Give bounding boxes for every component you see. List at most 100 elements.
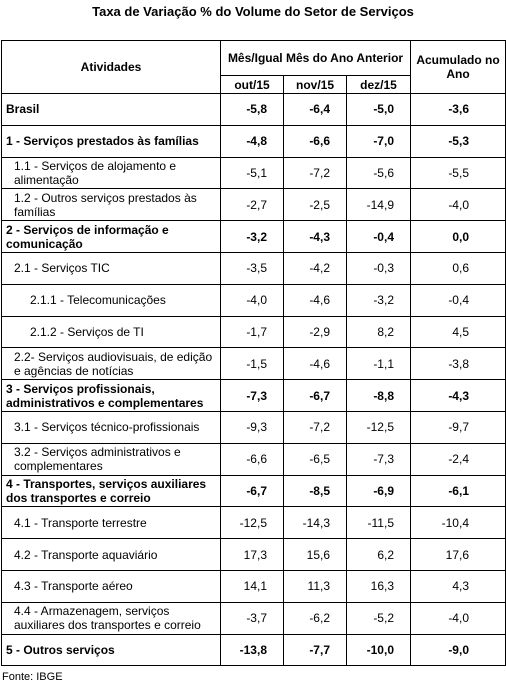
value-cell: 4,5 [410, 315, 506, 349]
table-row: 3.1 - Serviços técnico-profissionais -9,3… [1, 410, 506, 444]
value-cell: -6,7 [220, 474, 284, 508]
header-cell: Atividades [1, 40, 221, 94]
activity-cell: 1 - Serviços prestados às famílias [1, 124, 221, 158]
activity-cell: 2.1 - Serviços TIC [1, 251, 221, 285]
value-cell: -12,5 [220, 506, 284, 540]
value-cell: -9,7 [410, 410, 506, 444]
value-cell: -4,0 [410, 188, 506, 222]
table-row: 2.2- Serviços audiovisuais, de edição e … [1, 347, 506, 381]
value-cell: 0,6 [410, 251, 506, 285]
value-cell: -2,7 [220, 188, 284, 222]
value-cell: -6,5 [283, 442, 347, 476]
value-cell: -7,3 [220, 379, 284, 412]
value-cell: -6,6 [283, 124, 347, 158]
value-cell: -5,2 [346, 601, 411, 635]
value-cell: -5,5 [410, 156, 506, 190]
value-cell: -6,7 [283, 379, 347, 412]
source-note: Fonte: IBGE [2, 671, 63, 683]
activity-cell: 4.1 - Transporte terrestre [1, 506, 221, 540]
data-table: Atividades Mês/Igual Mês do Ano Anterior… [1, 40, 506, 667]
value-cell: -4,3 [283, 220, 347, 253]
table-row: 1 - Serviços prestados às famílias -4,8 -6… [1, 124, 506, 158]
activity-cell: Brasil [1, 93, 221, 126]
value-cell: -7,2 [283, 410, 347, 444]
value-cell: -6,2 [283, 601, 347, 635]
value-cell: 17,3 [220, 538, 284, 571]
table-row: 2.1 - Serviços TIC -3,5 -4,2 -0,3 0,6 [1, 251, 506, 285]
activity-cell: 4.3 - Transporte aéreo [1, 569, 221, 603]
value-cell: -14,3 [283, 506, 347, 540]
value-cell: -7,2 [283, 156, 347, 190]
value-cell: -9,3 [220, 410, 284, 444]
value-cell: -4,2 [283, 251, 347, 285]
value-cell: -8,5 [283, 474, 347, 508]
value-cell: -8,8 [346, 379, 411, 412]
table-row: 1.1 - Serviços de alojamento e alimentaç… [1, 156, 506, 190]
value-cell: -2,4 [410, 442, 506, 476]
table-row: 4.4 - Armazenagem, serviços auxiliares d… [1, 601, 506, 635]
table-row: 4.1 - Transporte terrestre -12,5 -14,3 -11,… [1, 506, 506, 540]
value-cell: -6,4 [283, 93, 347, 126]
value-cell: -9,0 [410, 633, 506, 667]
table-row: 3 - Serviços profissionais, administrati… [1, 379, 506, 412]
activity-cell: 1.1 - Serviços de alojamento e alimentaç… [1, 156, 221, 190]
activity-cell: 3.2 - Serviços administrativos e complem… [1, 442, 221, 476]
activity-cell: 4.2 - Transporte aquaviário [1, 538, 221, 571]
header-cell: dez/15 [346, 75, 411, 94]
activity-cell: 3 - Serviços profissionais, administrati… [1, 379, 221, 412]
value-cell: 14,1 [220, 569, 284, 603]
activity-cell: 5 - Outros serviços [1, 633, 221, 667]
value-cell: -3,2 [220, 220, 284, 253]
value-cell: -2,9 [283, 315, 347, 349]
value-cell: 0,0 [410, 220, 506, 253]
value-cell: -4,6 [283, 283, 347, 317]
value-cell: -5,1 [220, 156, 284, 190]
activity-cell: 2.1.2 - Serviços de TI [1, 315, 221, 349]
table-row: 3.2 - Serviços administrativos e complem… [1, 442, 506, 476]
title: Taxa de Variação % do Volume do Setor de… [92, 4, 414, 19]
value-cell: -1,1 [346, 347, 411, 381]
table-row: 1.2 - Outros serviços prestados às famíl… [1, 188, 506, 222]
header-cell: Acumulado no Ano [410, 40, 506, 94]
table-row: 2 - Serviços de informação e comunicação… [1, 220, 506, 253]
table-row: 4.2 - Transporte aquaviário 17,3 15,6 6,2 17… [1, 538, 506, 571]
value-cell: 11,3 [283, 569, 347, 603]
header-cell: Mês/Igual Mês do Ano Anterior [220, 40, 411, 76]
value-cell: -6,6 [220, 442, 284, 476]
value-cell: -7,3 [346, 442, 411, 476]
value-cell: -5,8 [220, 93, 284, 126]
value-cell: -10,0 [346, 633, 411, 667]
value-cell: -3,6 [410, 93, 506, 126]
value-cell: -5,6 [346, 156, 411, 190]
value-cell: -0,4 [346, 220, 411, 253]
table-row: 4.3 - Transporte aéreo 14,1 11,3 16,3 4,3 [1, 569, 506, 603]
activity-cell: 4.4 - Armazenagem, serviços auxiliares d… [1, 601, 221, 635]
value-cell: -12,5 [346, 410, 411, 444]
value-cell: -4,6 [283, 347, 347, 381]
header-cell: nov/15 [283, 75, 347, 94]
value-cell: -1,5 [220, 347, 284, 381]
value-cell: 15,6 [283, 538, 347, 571]
value-cell: -0,4 [410, 283, 506, 317]
activity-cell: 2 - Serviços de informação e comunicação [1, 220, 221, 253]
value-cell: -2,5 [283, 188, 347, 222]
value-cell: 4,3 [410, 569, 506, 603]
table-row: 2.1.2 - Serviços de TI -1,7 -2,9 8,2 4,5 [1, 315, 506, 349]
value-cell: -3,8 [410, 347, 506, 381]
value-cell: 8,2 [346, 315, 411, 349]
value-cell: -6,1 [410, 474, 506, 508]
value-cell: -13,8 [220, 633, 284, 667]
value-cell: -3,5 [220, 251, 284, 285]
value-cell: -0,3 [346, 251, 411, 285]
value-cell: -1,7 [220, 315, 284, 349]
value-cell: -14,9 [346, 188, 411, 222]
activity-cell: 2.2- Serviços audiovisuais, de edição e … [1, 347, 221, 381]
activity-cell: 1.2 - Outros serviços prestados às famíl… [1, 188, 221, 222]
table-row: 4 - Transportes, serviços auxiliares dos… [1, 474, 506, 508]
activity-cell: 4 - Transportes, serviços auxiliares dos… [1, 474, 221, 508]
value-cell: -6,9 [346, 474, 411, 508]
activity-cell: 2.1.1 - Telecomunicações [1, 283, 221, 317]
value-cell: -4,0 [410, 601, 506, 635]
table-row: 5 - Outros serviços -13,8 -7,7 -10,0 -9,0 [1, 633, 506, 667]
